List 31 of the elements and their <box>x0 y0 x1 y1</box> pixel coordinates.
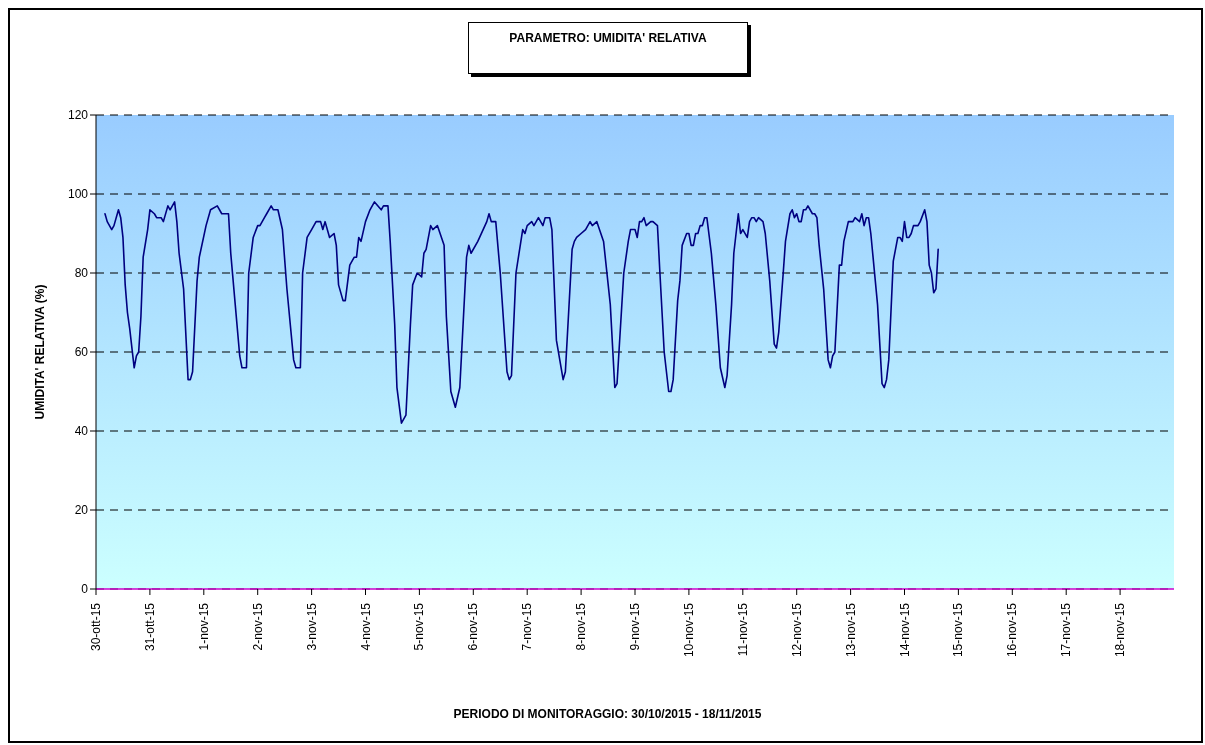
x-tick-label: 12-nov-15 <box>789 602 804 658</box>
x-tick-label: 18-nov-15 <box>1113 602 1128 658</box>
x-tick-label: 6-nov-15 <box>466 602 481 651</box>
x-tick-label: 10-nov-15 <box>681 602 696 658</box>
y-axis-title: UMIDITA' RELATIVA (%) <box>33 284 48 420</box>
x-tick-label: 16-nov-15 <box>1005 602 1020 658</box>
x-tick-label: 15-nov-15 <box>951 602 966 658</box>
x-tick-label: 9-nov-15 <box>628 602 642 651</box>
y-tick-label: 0 <box>81 582 89 597</box>
x-tick-label: 4-nov-15 <box>358 602 373 651</box>
x-tick-label: 8-nov-15 <box>574 602 589 651</box>
x-tick-label: 31-ott-15 <box>142 602 157 652</box>
x-tick-label: 13-nov-15 <box>843 602 858 658</box>
x-tick-label: 7-nov-15 <box>520 602 535 651</box>
y-tick-label: 100 <box>67 187 89 202</box>
y-tick-label: 80 <box>74 266 89 281</box>
y-tick-label: 40 <box>74 424 89 439</box>
y-tick-label: 120 <box>67 108 89 123</box>
x-tick-label: 1-nov-15 <box>196 602 211 651</box>
chart-title: PARAMETRO: UMIDITA' RELATIVA <box>468 22 748 74</box>
x-tick-label: 2-nov-15 <box>250 602 265 651</box>
line-series <box>104 201 939 424</box>
y-tick-label: 60 <box>74 345 89 360</box>
x-tick-label: 5-nov-15 <box>412 602 427 651</box>
x-axis-title: PERIODO DI MONITORAGGIO: 30/10/2015 - 18/11/2015 <box>452 707 763 721</box>
y-tick-label: 20 <box>74 503 89 518</box>
x-tick-label: 11-nov-15 <box>735 602 750 657</box>
x-tick-label: 14-nov-15 <box>897 602 912 658</box>
x-tick-label: 17-nov-15 <box>1059 602 1074 658</box>
x-tick-label: 3-nov-15 <box>304 602 319 651</box>
x-tick-label: 30-ott-15 <box>89 602 103 652</box>
